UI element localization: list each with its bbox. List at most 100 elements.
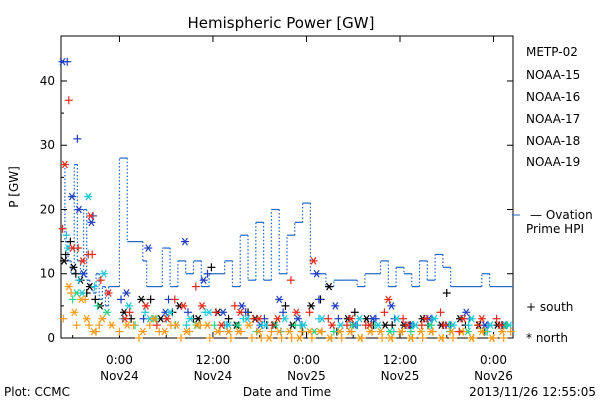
noaa-18-north-point [447, 327, 456, 336]
noaa-17-south-point [68, 295, 77, 304]
marker-stroke [142, 302, 149, 310]
metp-02-south-point [61, 250, 70, 259]
marker-stroke [121, 314, 128, 323]
noaa-17-north-point [102, 308, 111, 317]
marker-stroke [438, 334, 445, 342]
x-axis-label: Date and Time [243, 385, 331, 399]
marker-stroke [206, 308, 213, 317]
marker-stroke [460, 314, 467, 323]
metp-02-south-point [66, 237, 75, 246]
marker-stroke [162, 308, 169, 317]
marker-stroke [311, 327, 318, 336]
noaa-18-north-point [406, 334, 415, 342]
marker-stroke [150, 314, 157, 323]
marker-stroke [313, 269, 320, 278]
marker-stroke [194, 321, 201, 329]
noaa-15-north-point [79, 269, 88, 278]
marker-stroke [199, 302, 206, 310]
marker-stroke [86, 282, 93, 291]
noaa-18-north-point [77, 295, 86, 304]
noaa-18-south-point [59, 314, 68, 323]
marker-stroke [262, 321, 269, 329]
metp-02-south-point [91, 295, 100, 304]
marker-stroke [220, 308, 227, 317]
noaa-17-north-point [385, 327, 394, 336]
marker-stroke [412, 321, 419, 329]
y-tick-label: 20 [40, 202, 55, 216]
marker-stroke [75, 205, 82, 214]
noaa-18-north-point [138, 327, 147, 336]
y-axis: 0 10 20 30 40 [40, 74, 513, 345]
noaa-15-south-point [203, 269, 212, 278]
noaa-18-south-point [499, 334, 508, 342]
legend-entry-noaa-16: NOAA-16 [526, 90, 580, 104]
marker-stroke [124, 321, 131, 329]
marker-stroke [180, 302, 187, 310]
noaa-18-north-point [487, 334, 496, 342]
noaa-18-north-point [89, 327, 98, 336]
noaa-18-north-point [477, 327, 486, 336]
marker-stroke [61, 160, 68, 169]
noaa-18-north-point [366, 327, 375, 336]
marker-stroke [428, 327, 435, 336]
marker-stroke [238, 302, 245, 310]
legend-entry-metp-02: METP-02 [526, 45, 578, 59]
marker-stroke [234, 321, 241, 329]
noaa-16-north-point [467, 314, 476, 323]
noaa-18-north-point [315, 327, 324, 336]
noaa-19-north-point [496, 321, 505, 329]
noaa-18-north-point [64, 282, 73, 291]
marker-stroke [308, 302, 315, 310]
noaa-19-north-point [179, 302, 188, 310]
marker-stroke [363, 314, 370, 323]
marker-stroke [255, 314, 262, 323]
marker-stroke [502, 321, 509, 329]
noaa-18-north-point [427, 327, 436, 336]
noaa-15-north-point [275, 295, 284, 304]
marker-stroke [441, 321, 448, 329]
noaa-19-south-point [492, 314, 501, 323]
marker-stroke [337, 321, 344, 329]
marker-stroke [310, 257, 317, 265]
noaa-19-south-point [152, 321, 161, 330]
noaa-19-south-point [125, 308, 134, 317]
noaa-19-north-point [254, 314, 263, 323]
marker-stroke [167, 308, 174, 317]
marker-stroke [407, 334, 414, 342]
noaa-19-south-point [191, 282, 200, 291]
legend: METP-02 NOAA-15 NOAA-16 NOAA-17 NOAA-18 … [512, 45, 593, 345]
metp-02-south-point [146, 295, 155, 304]
marker-stroke [255, 327, 262, 336]
marker-stroke [83, 314, 90, 323]
noaa-15-north-point [180, 237, 189, 246]
noaa-18-south-point [287, 334, 296, 342]
marker-stroke [382, 321, 389, 329]
noaa-16-north-point [224, 321, 233, 329]
noaa-18-north-point [254, 327, 263, 336]
noaa-16-north-point [430, 314, 439, 323]
noaa-15-south-point [279, 308, 288, 317]
noaa-19-north-point [236, 308, 245, 317]
marker-stroke [103, 308, 110, 317]
legend-entry-noaa-18: NOAA-18 [526, 134, 580, 148]
marker-stroke [218, 321, 225, 329]
noaa-18-north-point [160, 327, 169, 336]
noaa-17-north-point [233, 321, 242, 329]
marker-stroke [397, 327, 404, 336]
noaa-16-south-point [464, 321, 473, 330]
noaa-19-north-point [440, 321, 449, 329]
marker-stroke [337, 327, 343, 336]
marker-stroke [90, 327, 97, 336]
noaa-18-south-point [307, 334, 316, 342]
noaa-19-south-point [64, 96, 73, 105]
noaa-18-south-point [247, 334, 256, 342]
x-tick-time-label: 12:00 [383, 353, 418, 367]
noaa-17-south-point [291, 321, 300, 330]
marker-stroke [319, 314, 326, 323]
marker-stroke [108, 321, 115, 329]
noaa-19-south-point [170, 295, 179, 304]
marker-stroke [276, 327, 283, 336]
marker-stroke [386, 327, 393, 336]
noaa-16-north-point [186, 314, 195, 323]
marker-stroke [357, 334, 364, 342]
